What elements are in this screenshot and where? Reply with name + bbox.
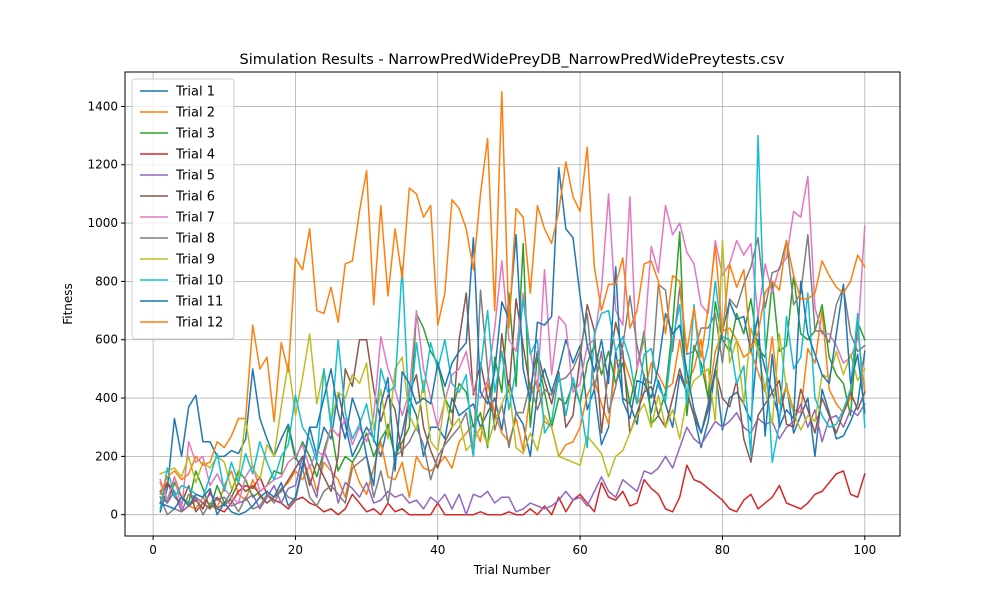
- x-tick-label: 100: [853, 543, 876, 557]
- x-axis-label: Trial Number: [473, 563, 551, 577]
- x-tick-label: 40: [430, 543, 445, 557]
- y-tick-label: 600: [95, 333, 118, 347]
- series-line-trial-4: [159, 464, 866, 516]
- x-tick-label: 0: [149, 543, 157, 557]
- legend-entry-label: Trial 1: [175, 85, 215, 100]
- chart-title: Simulation Results - NarrowPredWidePreyD…: [240, 52, 785, 68]
- x-tick-label: 80: [715, 543, 730, 557]
- legend-entry-label: Trial 3: [175, 127, 215, 142]
- y-tick-label: 1000: [87, 216, 118, 230]
- series-line-trial-9: [159, 239, 866, 490]
- y-tick-label: 1400: [87, 99, 118, 113]
- y-tick-label: 800: [95, 274, 118, 288]
- series-line-trial-7: [159, 175, 866, 510]
- series-line-trial-10: [159, 134, 866, 510]
- legend-entry-label: Trial 8: [175, 232, 215, 247]
- x-tick-label: 20: [288, 543, 303, 557]
- y-tick-label: 400: [95, 391, 118, 405]
- legend-entry-label: Trial 5: [175, 169, 215, 184]
- legend-box: [131, 78, 235, 340]
- series-line-trial-12: [159, 91, 866, 496]
- legend-entry-label: Trial 4: [175, 148, 215, 163]
- y-tick-label: 200: [95, 449, 118, 463]
- series-line-trial-8: [159, 233, 866, 516]
- plot-frame: [124, 71, 901, 537]
- legend-entry-label: Trial 7: [175, 211, 215, 226]
- y-axis-label: Fitness: [61, 283, 75, 325]
- series-lines: [159, 91, 866, 516]
- legend-entry-label: Trial 12: [175, 316, 223, 331]
- legend-entry-label: Trial 11: [175, 295, 223, 310]
- x-tick-label: 60: [572, 543, 587, 557]
- y-tick-label: 0: [110, 508, 118, 522]
- legend: Trial 1 Trial 2 Trial 3 Trial 4 Trial 5 Trial…: [131, 78, 235, 340]
- legend-entry-label: Trial 10: [175, 274, 223, 289]
- legend-entry-label: Trial 9: [175, 253, 215, 268]
- y-tick-label: 1200: [87, 158, 118, 172]
- legend-entry-label: Trial 2: [175, 106, 215, 121]
- legend-entry-label: Trial 6: [175, 190, 215, 205]
